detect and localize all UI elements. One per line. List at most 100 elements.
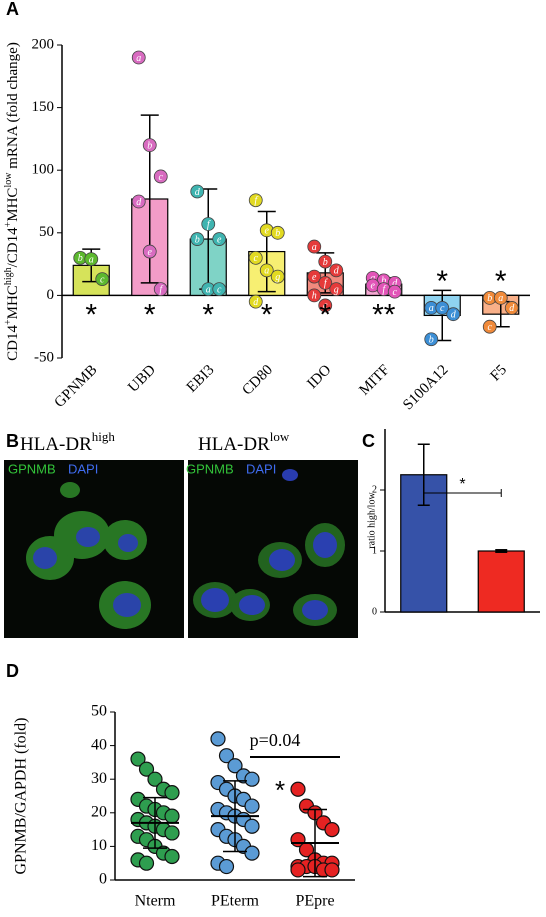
panel-label: D (6, 661, 19, 681)
point-label: c (159, 172, 164, 183)
point-label: b (429, 335, 434, 346)
stain-label: GPNMB (186, 461, 234, 476)
point-label: a (498, 293, 503, 304)
data-point (84, 252, 99, 266)
point-label: b (323, 257, 328, 268)
data-point (324, 862, 340, 878)
x-tick-label: MITF (356, 362, 393, 399)
point-label: f (207, 219, 211, 230)
y-tick-label: 100 (32, 162, 55, 178)
data-point (212, 282, 227, 297)
point-label: d (392, 278, 398, 289)
point-label: a (136, 53, 141, 64)
label: CD14+MHChigh/CD14+MHClow mRNA (fold chan… (3, 42, 22, 361)
point-label: b (147, 140, 152, 151)
data-point (270, 225, 285, 240)
significance: * (436, 265, 448, 298)
label-part: /CD14 (5, 227, 21, 268)
data-point (504, 301, 519, 315)
label: HLA-DRlow (198, 429, 290, 455)
point-label: d (136, 197, 142, 208)
point-label: a (89, 254, 94, 265)
microscopy-images (4, 460, 358, 638)
y-tick-label: 0 (372, 606, 377, 617)
data-point (131, 194, 146, 209)
point-label: e (265, 226, 270, 237)
y-tick-label: 40 (91, 736, 107, 753)
point-label: f (159, 284, 163, 295)
label-part: high (3, 267, 14, 285)
data-point (307, 269, 322, 284)
point-label: c (440, 303, 445, 314)
data-point (218, 858, 235, 875)
data-point (270, 269, 285, 284)
significance: ** (372, 299, 396, 332)
data-point (147, 771, 163, 787)
point-label: c (254, 253, 259, 264)
data-point (435, 301, 450, 315)
point-label: g (275, 272, 280, 283)
significance: * (85, 299, 97, 332)
data-point (138, 761, 155, 777)
point-label: b (195, 234, 200, 245)
data-point (290, 781, 306, 797)
label-part: MHC (5, 285, 21, 319)
label-part: + (3, 221, 14, 227)
label-part: HLA-DR (20, 434, 92, 455)
point-label: a (312, 242, 317, 253)
data-point (248, 193, 263, 208)
point-label: f (324, 278, 328, 289)
data-point (218, 748, 235, 764)
point-label: e (148, 247, 153, 258)
y-tick-label: 0 (47, 287, 55, 303)
point-label: a (264, 266, 269, 277)
point-label: a (206, 284, 211, 295)
label-part: mRNA (fold change) (5, 42, 21, 172)
point-label: a (429, 303, 434, 314)
significance: * (495, 265, 507, 298)
data-point (290, 862, 306, 878)
y-tick-label: 10 (91, 837, 107, 854)
data-point (142, 138, 157, 153)
point-label: e (371, 281, 376, 292)
nuclei-low (201, 469, 337, 620)
point-label: h (312, 291, 317, 302)
label-part: low (270, 429, 290, 444)
x-tick-label: Nterm (135, 893, 176, 910)
point-label: d (509, 303, 515, 314)
data-point (130, 751, 146, 767)
y-tick-label: 2 (372, 484, 377, 495)
stain-label: DAPI (68, 461, 98, 476)
point-label: c (217, 284, 222, 295)
y-tick-label: 200 (32, 36, 55, 52)
x-tick-label: EBI3 (184, 362, 218, 396)
data-point (212, 232, 227, 246)
data-point (164, 825, 180, 841)
label: HLA-DRhigh (20, 429, 115, 455)
point-label: d (451, 309, 457, 320)
data-point (153, 282, 168, 297)
data-point (329, 282, 344, 297)
point-label: c (488, 322, 493, 333)
stain-label: GPNMB (8, 461, 56, 476)
data-point (244, 798, 260, 814)
y-axis-label: ratio high/low (366, 492, 377, 549)
significance: * (202, 299, 214, 332)
data-point (446, 307, 461, 322)
bar (477, 550, 525, 613)
point-label: d (253, 297, 259, 308)
point-label: e (312, 272, 317, 283)
data-point (201, 217, 216, 231)
data-point (190, 232, 205, 246)
data-point (244, 845, 260, 861)
nuclei-high (33, 527, 141, 617)
data-point (95, 272, 110, 287)
data-point (324, 821, 340, 838)
point-label: b (275, 228, 280, 239)
data-point (387, 284, 402, 299)
data-point (164, 808, 180, 824)
point-label: d (334, 266, 340, 277)
significance: * (319, 299, 331, 332)
data-point (164, 785, 180, 801)
